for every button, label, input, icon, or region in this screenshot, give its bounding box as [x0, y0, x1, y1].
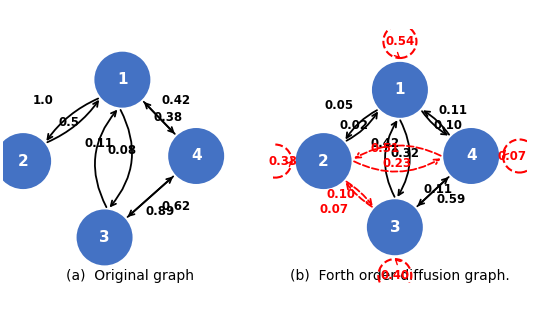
Text: 0.54: 0.54 [385, 35, 415, 48]
Circle shape [168, 128, 224, 184]
FancyArrowPatch shape [127, 178, 172, 217]
FancyArrowPatch shape [347, 113, 377, 141]
Text: 4: 4 [466, 149, 477, 163]
Text: 0.32: 0.32 [391, 147, 419, 160]
Text: 0.10: 0.10 [327, 188, 356, 201]
FancyArrowPatch shape [424, 111, 449, 135]
Text: 0.40: 0.40 [380, 269, 410, 282]
FancyArrowPatch shape [111, 110, 132, 206]
FancyArrowPatch shape [95, 111, 116, 207]
FancyArrowPatch shape [129, 177, 173, 216]
Text: (b)  Forth order diffusion graph.: (b) Forth order diffusion graph. [290, 269, 510, 283]
FancyArrowPatch shape [395, 260, 400, 265]
Circle shape [77, 209, 133, 266]
Text: 0.07: 0.07 [319, 203, 348, 216]
FancyArrowPatch shape [144, 102, 174, 132]
Text: 0.08: 0.08 [108, 144, 137, 158]
Text: 2: 2 [18, 154, 28, 168]
FancyArrowPatch shape [504, 150, 509, 155]
Text: 0.38: 0.38 [153, 111, 183, 124]
Text: 0.33: 0.33 [268, 154, 298, 168]
FancyArrowPatch shape [354, 159, 439, 172]
Text: 0.11: 0.11 [424, 183, 453, 196]
Text: 0.07: 0.07 [497, 149, 527, 163]
FancyArrowPatch shape [385, 122, 397, 197]
Text: 0.59: 0.59 [436, 193, 466, 206]
FancyArrowPatch shape [356, 145, 441, 158]
Text: 0.10: 0.10 [434, 119, 463, 132]
Circle shape [0, 133, 51, 189]
FancyArrowPatch shape [394, 52, 399, 57]
FancyArrowPatch shape [347, 110, 377, 138]
Circle shape [367, 199, 423, 255]
FancyArrowPatch shape [347, 184, 372, 207]
FancyArrowPatch shape [417, 178, 447, 206]
Text: 0.23: 0.23 [383, 157, 412, 170]
FancyArrowPatch shape [145, 103, 175, 134]
Text: 0.89: 0.89 [146, 206, 175, 218]
Circle shape [295, 133, 351, 189]
Text: 0.11: 0.11 [439, 104, 468, 117]
Text: 0.5: 0.5 [58, 116, 79, 129]
Text: 3: 3 [390, 220, 400, 235]
Text: 0.05: 0.05 [324, 99, 354, 112]
Text: 2: 2 [318, 154, 329, 168]
Circle shape [372, 62, 428, 118]
FancyArrowPatch shape [422, 111, 447, 134]
Text: 0.11: 0.11 [85, 137, 114, 150]
Text: 0.62: 0.62 [161, 200, 190, 213]
FancyArrowPatch shape [286, 162, 291, 167]
FancyArrowPatch shape [47, 101, 98, 142]
Text: 3: 3 [99, 230, 110, 245]
Text: 1: 1 [395, 82, 405, 97]
Text: 4: 4 [191, 149, 201, 163]
Text: 0.42: 0.42 [370, 137, 399, 150]
FancyArrowPatch shape [419, 177, 449, 205]
Text: 0.42: 0.42 [161, 94, 190, 106]
FancyArrowPatch shape [47, 99, 98, 139]
Circle shape [443, 128, 499, 184]
Text: 0.02: 0.02 [339, 119, 369, 132]
FancyArrowPatch shape [398, 120, 410, 195]
Circle shape [95, 52, 150, 108]
FancyArrowPatch shape [347, 182, 372, 204]
Text: 1: 1 [117, 72, 128, 87]
Text: 1.0: 1.0 [33, 94, 54, 106]
Text: (a)  Original graph: (a) Original graph [66, 269, 194, 283]
Text: 0.51: 0.51 [370, 142, 399, 155]
